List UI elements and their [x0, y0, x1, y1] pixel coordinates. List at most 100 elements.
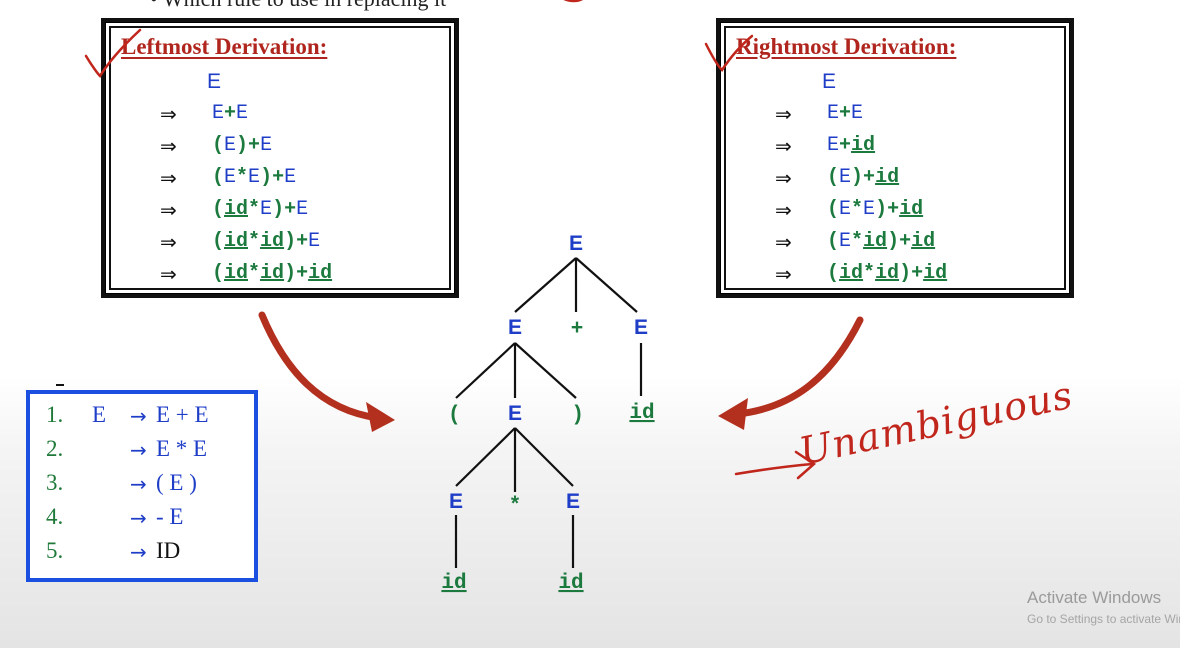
derivation-expression: (id*id)+E — [212, 230, 320, 253]
rule-rhs: E + E — [156, 402, 209, 427]
tree-node-l1-plus: + — [571, 316, 583, 339]
derivation-expression: (E)+E — [212, 134, 272, 157]
token: + — [899, 230, 912, 253]
rule-arrow-icon: → — [130, 472, 147, 496]
token: id — [260, 262, 285, 285]
token: + — [839, 102, 852, 125]
rule-lhs: E — [92, 402, 107, 427]
token: ( — [827, 198, 840, 221]
token: id — [224, 230, 249, 253]
token: E — [839, 230, 852, 253]
token: * — [863, 262, 876, 285]
derives-arrow-icon: ⇒ — [775, 262, 792, 286]
tree-node-l1-right: E — [634, 316, 648, 339]
tree-node-l4-right: id — [558, 572, 583, 595]
derives-arrow-icon: ⇒ — [775, 102, 792, 126]
activate-windows-title: Activate Windows — [1027, 588, 1162, 607]
rule-rhs: E * E — [156, 436, 208, 461]
rule-number: 3. — [46, 470, 64, 495]
token: * — [851, 198, 864, 221]
rule-arrow-icon: → — [130, 506, 147, 530]
token: * — [236, 166, 249, 189]
token: + — [887, 198, 900, 221]
left-curved-arrow-icon — [258, 311, 395, 432]
rule-rhs: ( E ) — [156, 470, 197, 495]
rule-rhs: - E — [156, 504, 184, 529]
derives-arrow-icon: ⇒ — [160, 230, 177, 254]
token: E — [236, 102, 249, 125]
token: id — [911, 230, 936, 253]
token: ( — [212, 262, 225, 285]
token: id — [863, 230, 888, 253]
token: ( — [827, 262, 840, 285]
token: ) — [284, 230, 297, 253]
rightmost-derivation-box: Rightmost Derivation: E ⇒ E+E ⇒ E+id ⇒ (E)+id… — [716, 18, 1074, 298]
derivation-expression: E+id — [827, 134, 875, 157]
tree-node-l2-id: id — [629, 402, 654, 425]
derivation-expression: (E*E)+id — [827, 198, 923, 221]
token: id — [224, 198, 249, 221]
leftmost-steps: ⇒ E+E ⇒ (E)+E ⇒ (E*E)+E ⇒ (id*E)+E ⇒ (id*id)+E ⇒ (i… — [160, 102, 440, 292]
token: ) — [899, 262, 912, 285]
token: E — [308, 230, 321, 253]
token: + — [224, 102, 237, 125]
derives-arrow-icon: ⇒ — [160, 198, 177, 222]
rule-number: 1. — [46, 402, 64, 427]
token: E — [296, 198, 309, 221]
tree-node-l1-left: E — [508, 316, 522, 339]
token: id — [875, 262, 900, 285]
right-curved-arrow-icon — [718, 316, 864, 430]
token: ) — [272, 198, 285, 221]
token: E — [827, 102, 840, 125]
leftmost-start: E — [207, 70, 222, 93]
handwritten-arrow-icon — [734, 450, 817, 480]
token: + — [863, 166, 876, 189]
tree-node-l3-star: * — [511, 492, 520, 515]
token: * — [851, 230, 864, 253]
token: ( — [827, 230, 840, 253]
token: id — [839, 262, 864, 285]
derivation-expression: (E)+id — [827, 166, 899, 189]
token: E — [839, 166, 852, 189]
token: E — [248, 166, 261, 189]
token: + — [272, 166, 285, 189]
token: id — [308, 262, 333, 285]
rightmost-title: Rightmost Derivation: — [736, 34, 957, 59]
token: ( — [212, 230, 225, 253]
rule-number: 5. — [46, 538, 64, 563]
tree-node-rparen: ) — [575, 402, 582, 425]
derives-arrow-icon: ⇒ — [775, 134, 792, 158]
derivation-expression: E+E — [827, 102, 863, 125]
token: * — [248, 230, 261, 253]
token: E — [224, 166, 237, 189]
rule-number: 2. — [46, 436, 64, 461]
token: E — [284, 166, 297, 189]
derivation-expression: (E*E)+E — [212, 166, 296, 189]
rule-arrow-icon: → — [130, 404, 147, 428]
derives-arrow-icon: ⇒ — [775, 166, 792, 190]
derives-arrow-icon: ⇒ — [775, 230, 792, 254]
token: E — [863, 198, 876, 221]
token: E — [827, 134, 840, 157]
rightmost-steps: ⇒ E+E ⇒ E+id ⇒ (E)+id ⇒ (E*E)+id ⇒ (E*id)+id ⇒ (id*… — [775, 102, 1055, 292]
token: id — [875, 166, 900, 189]
token: ( — [212, 166, 225, 189]
derivation-expression: E+E — [212, 102, 248, 125]
check-mark-icon — [84, 0, 754, 78]
token: + — [296, 230, 309, 253]
derives-arrow-icon: ⇒ — [775, 198, 792, 222]
derives-arrow-icon: ⇒ — [160, 102, 177, 126]
derivation-expression: (id*E)+E — [212, 198, 308, 221]
token: ( — [827, 166, 840, 189]
token: E — [224, 134, 237, 157]
token: ( — [212, 198, 225, 221]
tree-node-l2-mid: E — [508, 402, 522, 425]
tree-node-l4-left: id — [441, 572, 466, 595]
rule-arrow-icon: → — [130, 438, 147, 462]
token: ) — [284, 262, 297, 285]
tree-node-l3-right: E — [566, 490, 580, 513]
token: id — [260, 230, 285, 253]
token: + — [839, 134, 852, 157]
grammar-box: 1. E → E + E 2. → E * E 3. → ( E ) 4. → … — [26, 390, 258, 582]
